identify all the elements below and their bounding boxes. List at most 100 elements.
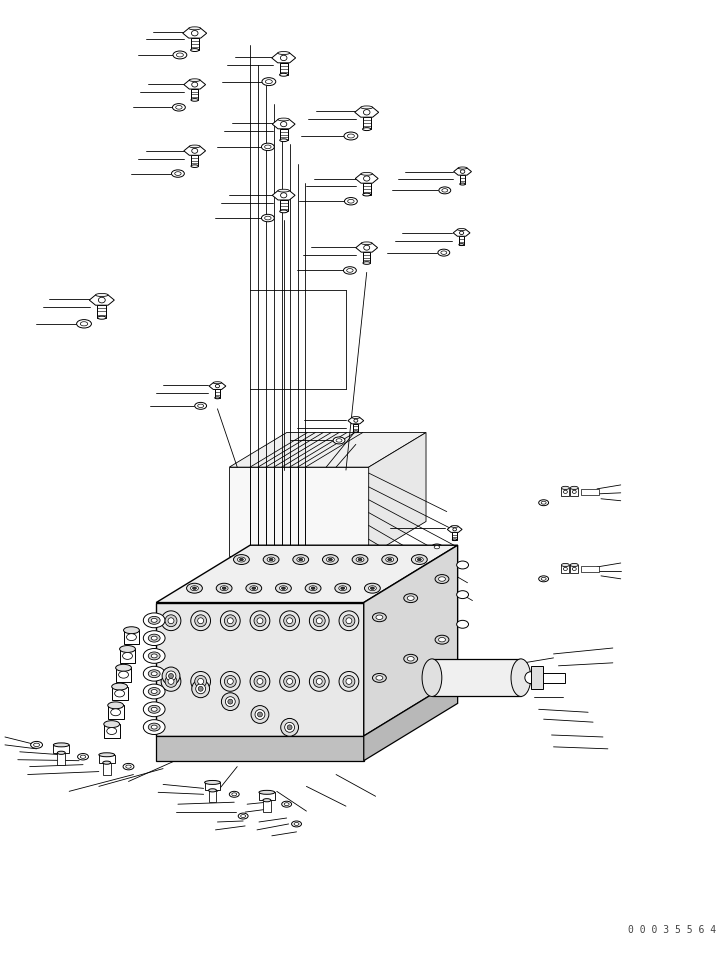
Ellipse shape [361,172,372,175]
Ellipse shape [195,402,206,409]
Ellipse shape [195,676,206,687]
Ellipse shape [284,676,295,687]
Ellipse shape [189,78,200,81]
Polygon shape [230,467,369,556]
Text: 0 0 0 3 5 5 6 4: 0 0 0 3 5 5 6 4 [628,924,716,935]
Ellipse shape [344,132,358,140]
Bar [259,793,275,800]
Ellipse shape [227,618,233,623]
Ellipse shape [265,145,271,149]
Ellipse shape [98,316,106,319]
Ellipse shape [143,720,165,734]
Ellipse shape [111,708,121,716]
Ellipse shape [348,134,354,138]
Ellipse shape [572,567,576,571]
Ellipse shape [143,702,165,717]
Ellipse shape [250,671,270,691]
Ellipse shape [234,554,249,564]
Ellipse shape [195,684,206,694]
Ellipse shape [191,164,198,167]
Ellipse shape [282,801,292,807]
Ellipse shape [306,583,321,593]
Ellipse shape [376,615,383,619]
Ellipse shape [215,397,220,399]
Ellipse shape [363,193,371,196]
Ellipse shape [124,627,139,634]
Bar [581,566,599,572]
Ellipse shape [284,615,295,627]
Ellipse shape [285,723,295,732]
Ellipse shape [278,119,290,120]
Ellipse shape [439,187,451,194]
Ellipse shape [262,77,276,86]
Bar [98,305,106,317]
Ellipse shape [285,803,289,806]
Bar [363,184,371,195]
Ellipse shape [176,105,182,109]
Ellipse shape [309,586,317,591]
Ellipse shape [143,613,165,628]
Ellipse shape [346,618,352,623]
Ellipse shape [278,189,290,192]
Bar [452,532,457,540]
Ellipse shape [404,594,418,602]
Ellipse shape [220,586,228,591]
Ellipse shape [151,654,157,658]
Ellipse shape [280,121,287,127]
Ellipse shape [114,690,125,697]
Ellipse shape [539,500,549,506]
Ellipse shape [258,712,262,717]
Ellipse shape [356,557,364,562]
Ellipse shape [279,586,287,591]
Ellipse shape [251,706,269,724]
Ellipse shape [411,554,427,564]
Ellipse shape [190,586,198,591]
Polygon shape [348,418,363,424]
Ellipse shape [416,557,424,562]
Ellipse shape [372,673,387,683]
Bar [571,488,578,496]
Ellipse shape [279,139,287,141]
Ellipse shape [230,792,239,797]
Ellipse shape [193,587,196,590]
Ellipse shape [57,751,65,754]
Ellipse shape [252,587,256,590]
Ellipse shape [168,618,174,623]
Ellipse shape [151,689,157,693]
Ellipse shape [143,684,165,699]
Ellipse shape [225,697,235,706]
Bar [363,252,371,263]
Ellipse shape [279,210,287,213]
Bar [103,763,111,774]
Ellipse shape [372,613,387,621]
Ellipse shape [269,558,273,561]
Ellipse shape [165,615,177,627]
Ellipse shape [287,725,292,729]
Ellipse shape [77,753,88,760]
Ellipse shape [119,645,135,652]
Ellipse shape [382,554,397,564]
Ellipse shape [33,743,40,747]
Polygon shape [230,432,426,467]
Ellipse shape [189,145,200,148]
Ellipse shape [151,725,157,729]
Bar [432,659,521,696]
Ellipse shape [386,557,394,562]
Ellipse shape [228,699,233,705]
Ellipse shape [287,679,292,684]
Ellipse shape [266,79,272,83]
Ellipse shape [119,671,128,678]
Ellipse shape [333,437,345,444]
Bar [215,389,220,398]
Ellipse shape [99,752,114,757]
Ellipse shape [541,577,546,580]
Ellipse shape [106,728,117,734]
Ellipse shape [313,676,325,687]
Ellipse shape [189,27,201,30]
Bar [205,782,220,791]
Ellipse shape [294,822,299,825]
Ellipse shape [165,676,177,687]
Polygon shape [156,736,363,761]
Ellipse shape [358,558,362,561]
Ellipse shape [30,742,43,749]
